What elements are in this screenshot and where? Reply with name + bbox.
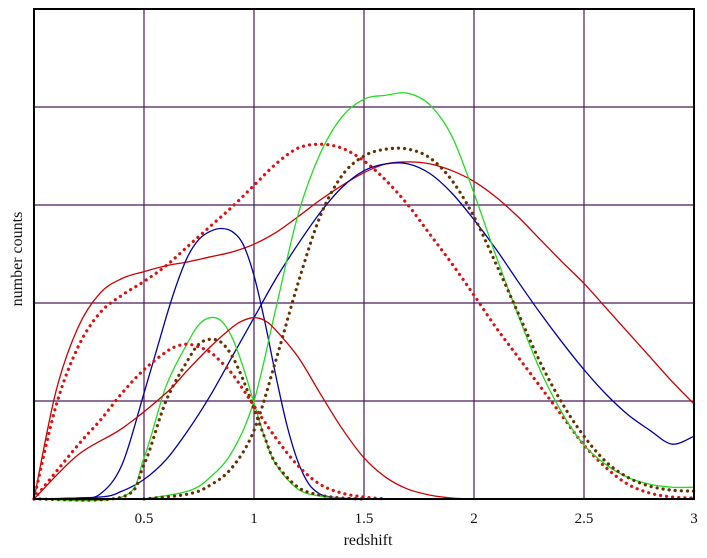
grid [34,9,695,499]
series-line-7-dotted [32,337,366,502]
x-axis-title: redshift [344,532,393,549]
plot-frame [33,8,695,500]
series-layer [32,92,696,502]
series-line-10-dotted [32,342,388,501]
x-tick-label: 1 [250,511,258,527]
series-line-5-solid [33,316,365,502]
series-line-6-solid [143,92,695,500]
y-axis-title: number counts [9,212,26,307]
series-line-9-solid [33,317,475,500]
series-line-8-dotted [142,146,696,501]
x-tick-label: 0.5 [135,511,154,527]
series-line-2-dotted [32,142,696,501]
x-tick-label: 2 [470,511,478,527]
x-tick-label: 3 [690,511,698,527]
x-tick-label: 2.5 [575,511,594,527]
series-line-1-solid [33,161,695,500]
series-line-3-solid [33,227,365,500]
x-tick-labels: 0.5 1 1.5 2 2.5 3 [135,511,698,527]
series-line-4-solid [33,162,695,500]
x-tick-label: 1.5 [355,511,374,527]
